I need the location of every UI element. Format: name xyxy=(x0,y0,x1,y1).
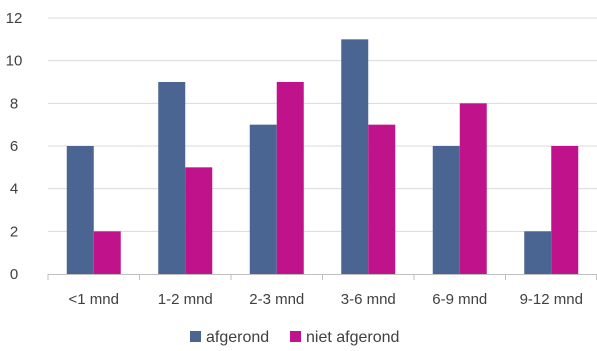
y-tick-label: 12 xyxy=(6,10,23,27)
bar-niet-afgerond xyxy=(459,103,487,274)
gridlines xyxy=(48,17,597,232)
bar-afgerond xyxy=(66,146,94,274)
bar-niet-afgerond xyxy=(368,124,396,275)
bar-niet-afgerond xyxy=(551,146,579,274)
x-category-label: 9-12 mnd xyxy=(520,291,583,308)
y-tick-label: 8 xyxy=(10,95,18,112)
y-tick-label: 10 xyxy=(6,53,23,70)
x-category-label: 2-3 mnd xyxy=(249,291,304,308)
y-tick-label: 4 xyxy=(10,181,18,198)
bar-afgerond xyxy=(432,146,460,274)
x-category-label: 3-6 mnd xyxy=(341,291,396,308)
axes xyxy=(47,274,597,280)
y-tick-label: 0 xyxy=(10,266,18,283)
x-category-label: 6-9 mnd xyxy=(432,291,487,308)
legend-swatch xyxy=(290,331,301,342)
bar-afgerond xyxy=(249,124,277,275)
y-tick-label: 6 xyxy=(10,138,18,155)
y-tick-label: 2 xyxy=(10,223,18,240)
x-category-label: <1 mnd xyxy=(69,291,119,308)
y-tick-labels: 0 2 4 6 8 10 12 xyxy=(6,10,23,283)
bar-niet-afgerond xyxy=(185,167,213,274)
bar-afgerond xyxy=(341,39,369,275)
bar-niet-afgerond xyxy=(93,231,121,274)
legend-swatch xyxy=(190,331,201,342)
x-category-label: 1-2 mnd xyxy=(158,291,213,308)
legend-label: niet afgerond xyxy=(306,329,399,346)
bar-niet-afgerond xyxy=(276,82,304,274)
bar-afgerond xyxy=(158,82,186,274)
legend: afgerond niet afgerond xyxy=(190,329,399,346)
bar-afgerond xyxy=(524,231,552,274)
bars xyxy=(66,39,579,275)
legend-label: afgerond xyxy=(206,329,269,346)
x-category-labels: <1 mnd 1-2 mnd 2-3 mnd 3-6 mnd 6-9 mnd 9-12 m… xyxy=(69,291,583,308)
